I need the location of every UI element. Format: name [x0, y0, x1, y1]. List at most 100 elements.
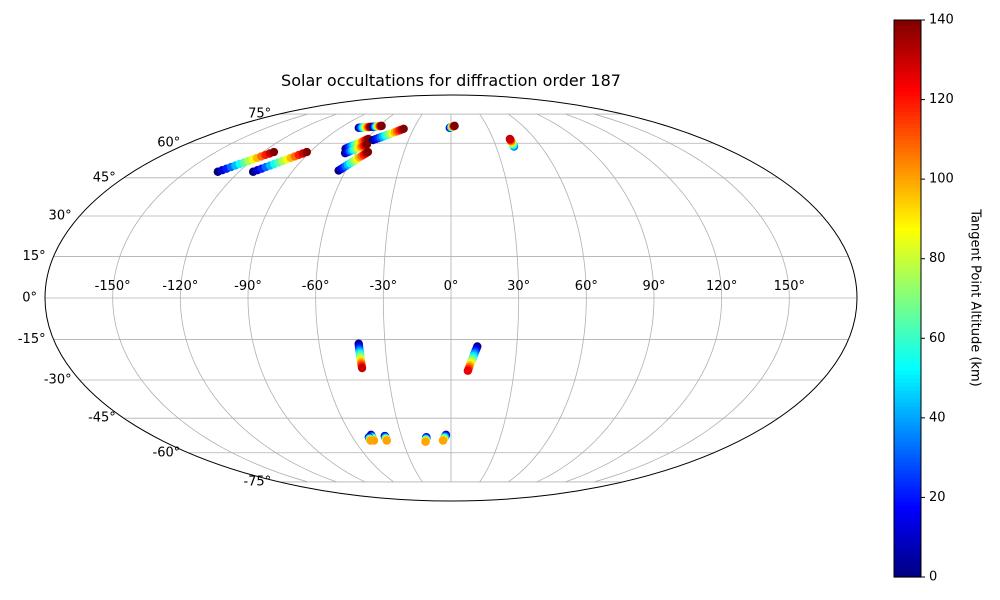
- colorbar-segment: [894, 350, 921, 355]
- colorbar-segment: [894, 378, 921, 383]
- colorbar-segment: [894, 302, 921, 308]
- colorbar-segment: [894, 537, 921, 542]
- latitude-tick-label: -75°: [243, 474, 271, 489]
- colorbar-segment: [894, 171, 921, 176]
- longitude-tick-label: 0°: [444, 279, 459, 294]
- colorbar-segment: [894, 210, 921, 216]
- colorbar-segment: [894, 155, 921, 160]
- colorbar-segment: [894, 493, 921, 499]
- colorbar-segment: [894, 183, 921, 188]
- colorbar-segment: [894, 242, 921, 248]
- colorbar-segment: [894, 79, 921, 85]
- colorbar-segment: [894, 409, 921, 415]
- colorbar: 0 20 40 60 80 100 120 140: [893, 13, 954, 585]
- longitude-tick-label: 120°: [706, 279, 737, 294]
- colorbar-segment: [894, 143, 921, 148]
- colorbar-segment: [894, 87, 921, 93]
- colorbar-segment: [894, 417, 921, 423]
- longitude-tick-label: -120°: [162, 279, 198, 294]
- occultation-point: [362, 140, 372, 149]
- chart-title: Solar occultations for diffraction order…: [281, 71, 621, 90]
- occultation-point: [505, 134, 515, 144]
- longitude-tick-label: -90°: [234, 279, 262, 294]
- colorbar-segment: [894, 206, 921, 212]
- colorbar-segment: [894, 573, 921, 578]
- colorbar-segment: [894, 103, 921, 109]
- colorbar-segment: [894, 374, 921, 379]
- colorbar-segment: [894, 250, 921, 256]
- colorbar-segment: [894, 465, 921, 471]
- longitude-tick-label: -30°: [369, 279, 397, 294]
- colorbar-segment: [894, 107, 921, 113]
- colorbar-segment: [894, 270, 921, 276]
- colorbar-tick-label: 100: [929, 172, 954, 187]
- colorbar-segment: [894, 561, 921, 566]
- latitude-tick-label: -60°: [153, 445, 181, 460]
- colorbar-segment: [894, 413, 921, 419]
- colorbar-segment: [894, 43, 921, 49]
- colorbar-segment: [894, 318, 921, 323]
- colorbar-segment: [894, 437, 921, 443]
- colorbar-segment: [894, 569, 921, 574]
- colorbar-segment: [894, 203, 921, 208]
- colorbar-segment: [894, 67, 921, 73]
- colorbar-segment: [894, 358, 921, 363]
- colorbar-segment: [894, 457, 921, 463]
- colorbar-segment: [894, 477, 921, 483]
- colorbar-segment: [894, 286, 921, 292]
- colorbar-segment: [894, 258, 921, 264]
- latitude-tick-label: 30°: [49, 208, 72, 223]
- meridian-line: [594, 113, 790, 483]
- colorbar-segment: [894, 541, 921, 546]
- graticule: [45, 113, 857, 483]
- colorbar-frame: [893, 19, 922, 578]
- colorbar-segment: [894, 509, 921, 514]
- latitude-tick-label: 60°: [157, 136, 180, 151]
- colorbar-segment: [894, 497, 921, 503]
- colorbar-label: Tangent Point Altitude (km): [968, 208, 983, 386]
- colorbar-segment: [894, 461, 921, 467]
- colorbar-segment: [894, 445, 921, 451]
- colorbar-segment: [894, 553, 921, 558]
- latitude-tick-labels: 75° 60° 45° 30° 15° 0° -15° -30° -45° -60° -75°: [18, 107, 271, 490]
- colorbar-segment: [894, 139, 921, 144]
- occultation-point: [302, 147, 311, 157]
- occultation-point: [399, 124, 408, 133]
- colorbar-segment: [894, 529, 921, 534]
- colorbar-segment: [894, 159, 921, 164]
- longitude-tick-label: 30°: [507, 279, 530, 294]
- colorbar-segment: [894, 75, 921, 81]
- colorbar-segment: [894, 55, 921, 61]
- colorbar-segment: [894, 195, 921, 200]
- colorbar-segment: [894, 330, 921, 335]
- colorbar-segment: [894, 71, 921, 77]
- colorbar-segment: [894, 51, 921, 57]
- longitude-tick-label: 150°: [774, 279, 805, 294]
- latitude-tick-label: 0°: [22, 291, 37, 306]
- colorbar-segment: [894, 282, 921, 288]
- colorbar-segment: [894, 262, 921, 268]
- occultation-point: [357, 363, 367, 373]
- colorbar-segment: [894, 298, 921, 304]
- colorbar-segment: [894, 334, 921, 339]
- colorbar-segment: [894, 338, 921, 343]
- meridian-line: [247, 113, 366, 483]
- occultation-point: [450, 121, 459, 131]
- colorbar-segment: [894, 111, 921, 117]
- colorbar-segment: [894, 517, 921, 522]
- meridian-line: [508, 113, 587, 483]
- colorbar-segment: [894, 131, 921, 136]
- occultation-point: [363, 147, 373, 157]
- colorbar-tick-label: 40: [929, 410, 946, 425]
- colorbar-segment: [894, 370, 921, 375]
- colorbar-segment: [894, 501, 921, 506]
- colorbar-segment: [894, 306, 921, 312]
- colorbar-segment: [894, 238, 921, 244]
- colorbar-segment: [894, 326, 921, 331]
- latitude-tick-label: -15°: [18, 332, 46, 347]
- colorbar-segment: [894, 83, 921, 89]
- colorbar-segment: [894, 545, 921, 550]
- meridian-line: [565, 113, 723, 483]
- colorbar-segment: [894, 115, 921, 121]
